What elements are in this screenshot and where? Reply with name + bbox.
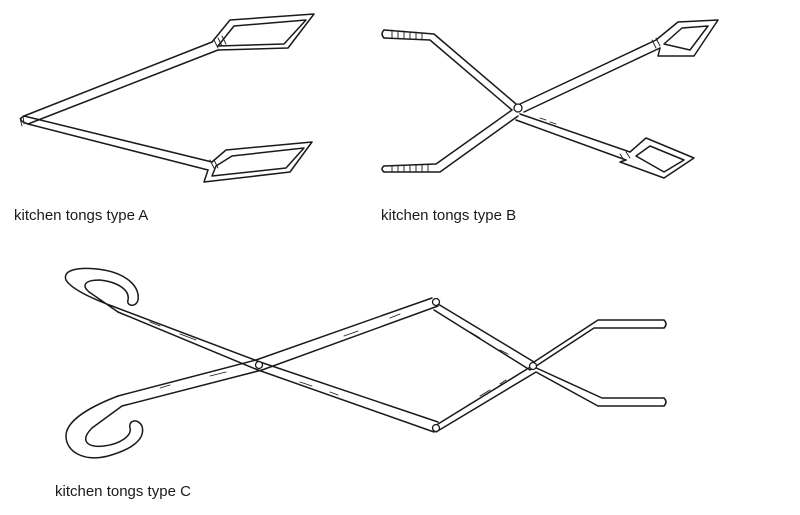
tongs-type-c-drawing: [64, 267, 667, 459]
tongs-type-a-drawing: [19, 13, 315, 183]
caption-tongs-type-b: kitchen tongs type B: [381, 207, 517, 224]
caption-tongs-type-c: kitchen tongs type C: [55, 483, 191, 500]
caption-tongs-type-a: kitchen tongs type A: [14, 207, 149, 224]
tongs-type-b-drawing: [381, 19, 719, 179]
